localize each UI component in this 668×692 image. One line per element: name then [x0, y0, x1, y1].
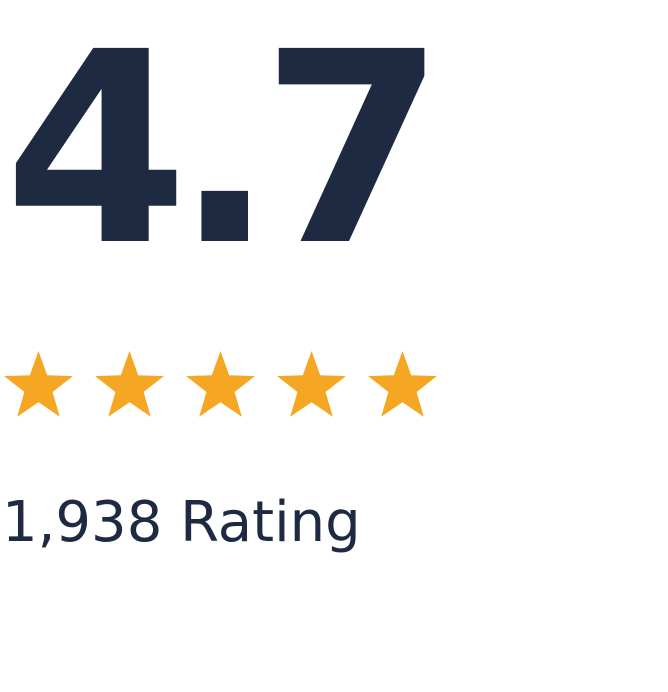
rating-count: 1,938 Rating: [2, 490, 361, 555]
star-icon: [277, 351, 346, 417]
rating-score: 4.7: [4, 0, 445, 304]
star-icon: [186, 351, 255, 417]
star-rating: [4, 351, 437, 417]
star-icon: [95, 351, 164, 417]
star-icon: [368, 351, 437, 417]
star-icon: [4, 351, 73, 417]
